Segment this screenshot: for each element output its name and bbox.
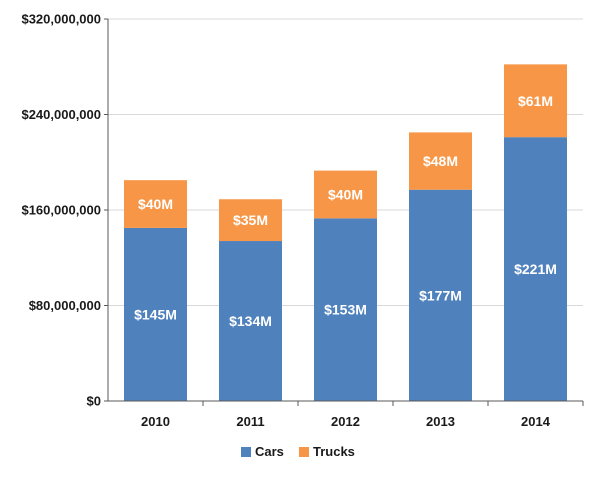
data-label-cars-2011: $134M — [229, 313, 272, 329]
data-label-trucks-2011: $35M — [233, 212, 268, 228]
y-tick-label: $160,000,000 — [21, 203, 101, 218]
bar-trucks-2014 — [504, 64, 567, 138]
legend-label-trucks: Trucks — [313, 444, 355, 459]
bars: $145M $40M $134M $35M $153M $40M $177M $48M $221… — [124, 64, 567, 401]
data-label-cars-2010: $145M — [134, 306, 177, 322]
data-label-cars-2014: $221M — [514, 261, 557, 277]
axes: $0 $80,000,000 $160,000,000 $240,000,000 $32… — [21, 12, 584, 429]
x-tick-label: 2011 — [236, 414, 264, 429]
y-tick-label: $0 — [87, 394, 101, 409]
bar-trucks-2013 — [409, 132, 472, 190]
bar-trucks-2012 — [314, 170, 377, 219]
data-label-cars-2013: $177M — [419, 287, 462, 303]
bar-cars-2013 — [409, 189, 472, 401]
x-tick-label: 2013 — [426, 414, 455, 429]
x-tick-label: 2012 — [331, 414, 360, 429]
legend-swatch-trucks — [299, 447, 309, 457]
y-tick-label: $240,000,000 — [21, 107, 101, 122]
bar-cars-2014 — [504, 137, 567, 401]
legend-label-cars: Cars — [255, 444, 284, 459]
x-tick-label: 2010 — [141, 414, 170, 429]
data-label-trucks-2010: $40M — [138, 196, 173, 212]
y-tick-label: $80,000,000 — [29, 298, 101, 313]
bar-cars-2011 — [219, 241, 282, 401]
data-label-trucks-2012: $40M — [328, 186, 363, 202]
data-label-trucks-2013: $48M — [423, 153, 458, 169]
data-label-cars-2012: $153M — [324, 302, 367, 318]
bar-trucks-2011 — [219, 199, 282, 242]
legend: Cars Trucks — [241, 444, 355, 459]
legend-swatch-cars — [241, 447, 251, 457]
bar-cars-2012 — [314, 218, 377, 401]
bar-trucks-2010 — [124, 180, 187, 228]
y-tick-label: $320,000,000 — [21, 12, 101, 27]
x-tick-label: 2014 — [521, 414, 551, 429]
bar-cars-2010 — [124, 227, 187, 401]
data-label-trucks-2014: $61M — [518, 93, 553, 109]
